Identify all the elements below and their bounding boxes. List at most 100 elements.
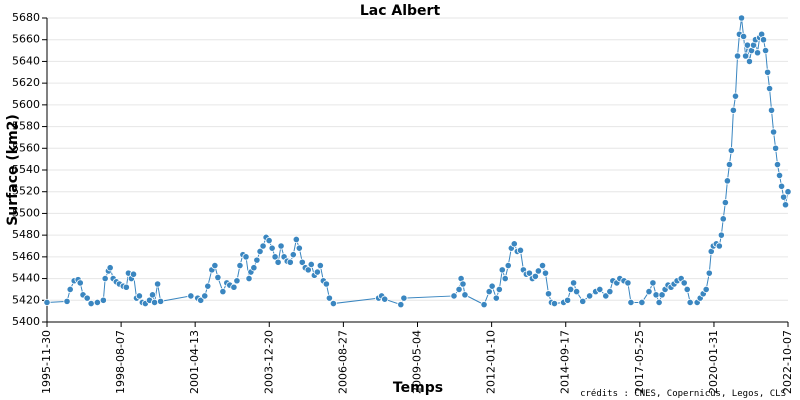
x-tick-label: 2012-01-10	[485, 330, 498, 394]
data-point	[781, 201, 790, 209]
data-point	[488, 282, 496, 290]
data-point	[777, 182, 786, 190]
data-point	[510, 240, 518, 248]
data-point	[93, 298, 101, 307]
data-point	[769, 128, 778, 136]
data-point	[569, 279, 578, 287]
data-point	[649, 279, 657, 287]
data-point	[295, 244, 303, 252]
data-point	[250, 264, 258, 272]
y-tick-label: 5440	[12, 272, 40, 285]
data-point	[304, 266, 312, 274]
data-point	[450, 292, 458, 300]
data-point	[150, 298, 159, 307]
data-point	[99, 296, 107, 304]
data-point	[772, 144, 780, 152]
data-point	[271, 253, 279, 261]
data-point	[245, 274, 253, 283]
data-point	[253, 256, 261, 264]
data-point	[211, 261, 219, 270]
data-point	[627, 298, 635, 307]
data-point	[680, 279, 688, 287]
data-point	[733, 52, 742, 60]
data-point	[780, 193, 788, 201]
data-point	[461, 291, 469, 299]
data-point	[745, 57, 754, 66]
y-tick-label: 5620	[12, 76, 40, 89]
data-point	[723, 177, 732, 185]
x-tick-label: 2009-05-04	[411, 330, 424, 394]
x-tick-label: 2017-05-25	[633, 330, 646, 394]
data-point	[541, 269, 550, 277]
y-tick-label: 5560	[12, 141, 40, 154]
data-point	[157, 297, 165, 305]
data-line	[46, 17, 789, 306]
data-point	[767, 106, 776, 114]
data-point	[743, 41, 752, 49]
data-point	[655, 298, 663, 307]
data-point	[274, 258, 282, 266]
data-point	[154, 280, 162, 288]
data-point	[242, 253, 250, 261]
data-point	[197, 296, 205, 304]
y-tick-label: 5420	[12, 293, 40, 306]
data-point	[289, 251, 297, 259]
data-point	[230, 283, 238, 291]
y-tick-label: 5540	[12, 163, 40, 176]
data-point	[658, 291, 666, 299]
data-point	[705, 269, 713, 277]
data-point	[87, 299, 95, 308]
data-point	[534, 267, 542, 275]
data-point	[725, 160, 734, 169]
y-tick-label: 5580	[12, 120, 40, 133]
data-point	[596, 285, 604, 294]
data-point	[256, 247, 264, 256]
data-point	[717, 231, 725, 239]
data-point	[645, 287, 653, 296]
data-point	[773, 160, 782, 169]
chart-title: Lac Albert	[360, 3, 441, 19]
data-point	[761, 46, 770, 55]
data-point	[638, 298, 646, 307]
data-point	[567, 285, 575, 294]
data-point	[298, 258, 306, 266]
data-point	[775, 171, 784, 180]
data-point	[292, 235, 300, 244]
data-point	[731, 92, 740, 100]
data-point	[313, 268, 321, 276]
data-point	[286, 258, 294, 266]
y-tick-label: 5520	[12, 185, 40, 198]
data-point	[259, 242, 267, 250]
y-tick-label: 5660	[12, 33, 40, 46]
data-point	[214, 273, 222, 282]
data-point	[686, 298, 694, 307]
data-point	[219, 287, 227, 296]
data-point	[715, 242, 723, 250]
data-point	[187, 292, 195, 300]
data-point	[122, 283, 130, 291]
data-point	[83, 294, 91, 302]
data-point	[525, 269, 533, 277]
data-point	[400, 294, 408, 302]
data-point	[504, 261, 512, 270]
data-point	[564, 296, 572, 304]
data-point	[579, 297, 587, 305]
data-point	[492, 294, 500, 302]
data-point	[66, 285, 74, 294]
data-point	[759, 36, 768, 44]
data-point	[737, 14, 746, 22]
y-axis-label: Surface (km2)	[5, 114, 21, 226]
data-point	[43, 298, 51, 307]
y-tick-label: 5460	[12, 250, 40, 263]
y-tick-label: 5640	[12, 54, 40, 67]
data-point	[683, 285, 691, 294]
credits: crédits : CNES, Copernicus, Legos, CLS	[580, 388, 786, 399]
data-point	[784, 188, 792, 196]
data-point	[764, 68, 772, 76]
data-point	[719, 215, 727, 223]
data-point	[277, 242, 285, 250]
data-point	[729, 106, 737, 114]
data-point	[702, 285, 710, 294]
data-point	[739, 32, 748, 41]
data-point	[307, 260, 315, 269]
